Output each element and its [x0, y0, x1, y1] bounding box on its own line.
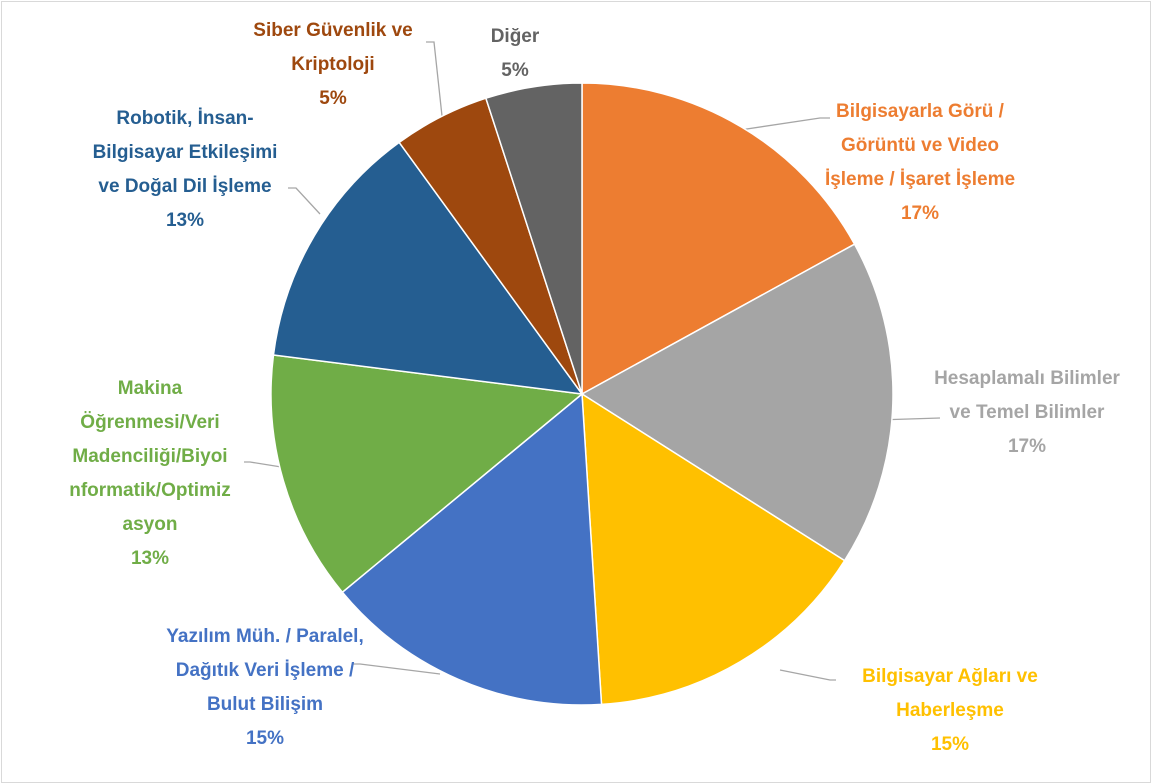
percent-label: 17% — [1007, 436, 1047, 457]
percent-label: 15% — [245, 728, 285, 749]
pie-slice — [484, 82, 583, 395]
slice-label: Makina Öğrenmesi/Veri Madenciliği/Biyoin… — [68, 372, 233, 576]
percent-label: 5% — [319, 88, 347, 109]
category-name: Bilgisayar Ağları ve Haberleşme — [862, 666, 1038, 721]
category-name: Makina Öğrenmesi/Veri Madenciliği/Biyoin… — [69, 378, 231, 535]
slice-label: Siber Güvenlik ve Kriptoloji 5% — [213, 14, 453, 116]
slice-label: Yazılım Müh. / Paralel, Dağıtık Veri İşl… — [163, 620, 368, 756]
slice-label: Robotik, İnsan-Bilgisayar Etkileşimi ve … — [80, 102, 290, 238]
percent-label: 13% — [130, 548, 170, 569]
category-name: Hesaplamalı Bilimler ve Temel Bilimler — [934, 368, 1120, 423]
pie-slice — [580, 243, 894, 562]
pie-slice — [581, 82, 856, 396]
category-name: Yazılım Müh. / Paralel, Dağıtık Veri İşl… — [166, 626, 364, 715]
pie-slice — [581, 392, 846, 706]
pie-slice — [272, 141, 584, 395]
slice-label: Diğer 5% — [455, 20, 575, 88]
percent-label: 5% — [501, 60, 529, 81]
category-name: Bilgisayarla Görü / Görüntü ve Video İşl… — [824, 101, 1016, 190]
pie-slice — [341, 392, 603, 706]
category-name: Diğer — [490, 26, 540, 47]
category-name: Siber Güvenlik ve Kriptoloji — [253, 20, 413, 75]
slice-label: Bilgisayar Ağları ve Haberleşme 15% — [830, 660, 1070, 762]
slice-label: Hesaplamalı Bilimler ve Temel Bilimler 17… — [932, 362, 1122, 464]
pie-slice — [270, 354, 584, 594]
percent-label: 15% — [930, 734, 970, 755]
slice-label: Bilgisayarla Görü / Görüntü ve Video İşl… — [820, 95, 1020, 231]
percent-label: 17% — [900, 203, 940, 224]
percent-label: 13% — [165, 210, 205, 231]
category-name: Robotik, İnsan-Bilgisayar Etkileşimi ve … — [92, 108, 278, 197]
